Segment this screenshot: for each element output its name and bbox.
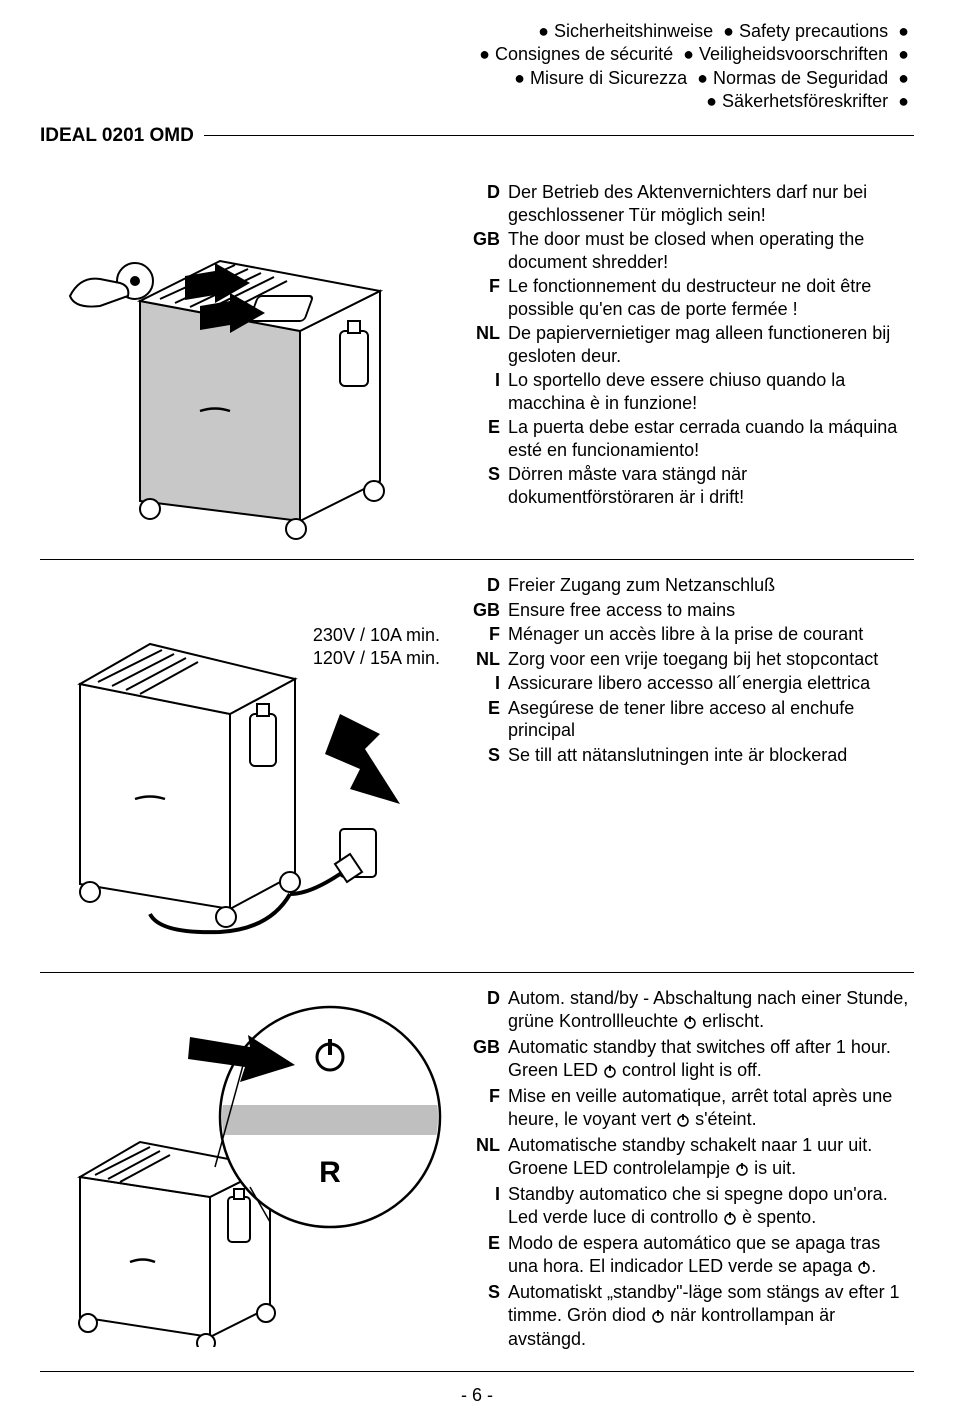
text-e-3: Modo de espera automático que se apaga t…	[508, 1232, 914, 1279]
code-d: D	[468, 181, 508, 204]
section-door-closed: DDer Betrieb des Aktenvernichters darf n…	[40, 167, 914, 560]
code-f: F	[468, 1085, 508, 1108]
text-e-1: La puerta debe estar cerrada cuando la m…	[508, 416, 914, 461]
text-nl-1: De papiervernietiger mag alleen function…	[508, 322, 914, 367]
code-e: E	[468, 1232, 508, 1255]
header-line-2: ●Consignes de sécurité ●Veiligheidsvoors…	[40, 43, 914, 66]
code-f: F	[468, 623, 508, 646]
hdr-es: Normas de Seguridad	[713, 68, 888, 88]
power-icon	[603, 1061, 617, 1084]
power-spec: 230V / 10A min. 120V / 15A min.	[313, 624, 440, 669]
header-line-4: ●Säkerhetsföreskrifter ●	[40, 90, 914, 113]
text-f-1: Le fonctionnement du destructeur ne doit…	[508, 275, 914, 320]
text-gb-1: The door must be closed when operating t…	[508, 228, 914, 273]
text-d-1: Der Betrieb des Aktenvernichters darf nu…	[508, 181, 914, 226]
code-e: E	[468, 416, 508, 439]
text-f-2: Ménager un accès libre à la prise de cou…	[508, 623, 914, 646]
svg-text:R: R	[319, 1156, 341, 1189]
code-d: D	[468, 574, 508, 597]
text-d-2: Freier Zugang zum Netzanschluß	[508, 574, 914, 597]
model-title-rule	[204, 135, 914, 136]
page-number: - 6 -	[40, 1384, 914, 1407]
text-d-3: Autom. stand/by - Abschaltung nach einer…	[508, 987, 914, 1034]
illustration-3: R	[40, 987, 450, 1347]
text-f-3: Mise en veille automatique, arrêt total …	[508, 1085, 914, 1132]
hdr-fr: Consignes de sécurité	[495, 44, 673, 64]
power-icon	[676, 1110, 690, 1133]
code-e: E	[468, 697, 508, 720]
lang-list-1: DDer Betrieb des Aktenvernichters darf n…	[468, 181, 914, 510]
lang-list-2: DFreier Zugang zum Netzanschluß GBEnsure…	[468, 574, 914, 768]
hdr-it: Misure di Sicurezza	[530, 68, 687, 88]
header-languages: ●Sicherheitshinweise ●Safety precautions…	[40, 20, 914, 114]
code-s: S	[468, 1281, 508, 1304]
text-i-2: Assicurare libero accesso all´energia el…	[508, 672, 914, 695]
code-i: I	[468, 672, 508, 695]
code-gb: GB	[468, 1036, 508, 1059]
code-s: S	[468, 744, 508, 767]
power-icon	[723, 1208, 737, 1231]
code-gb: GB	[468, 228, 508, 251]
code-f: F	[468, 275, 508, 298]
power-icon	[683, 1012, 697, 1035]
text-gb-2: Ensure free access to mains	[508, 599, 914, 622]
header-line-3: ●Misure di Sicurezza ●Normas de Segurida…	[40, 67, 914, 90]
code-i: I	[468, 369, 508, 392]
text-s-2: Se till att nätanslutningen inte är bloc…	[508, 744, 914, 767]
header-line-1: ●Sicherheitshinweise ●Safety precautions…	[40, 20, 914, 43]
code-nl: NL	[468, 322, 508, 345]
hdr-gb: Safety precautions	[739, 21, 888, 41]
section-mains-access: 230V / 10A min. 120V / 15A min. DFreier …	[40, 560, 914, 973]
code-nl: NL	[468, 1134, 508, 1157]
text-s-1: Dörren måste vara stängd när dokumentför…	[508, 463, 914, 508]
text-s-3: Automatiskt „standby"-läge som stängs av…	[508, 1281, 914, 1351]
text-i-3: Standby automatico che si spegne dopo un…	[508, 1183, 914, 1230]
code-i: I	[468, 1183, 508, 1206]
section-standby: R DAutom. stand/by - Abschaltung nach ei…	[40, 973, 914, 1372]
code-s: S	[468, 463, 508, 486]
text-i-1: Lo sportello deve essere chiuso quando l…	[508, 369, 914, 414]
spec-120v: 120V / 15A min.	[313, 647, 440, 670]
hdr-se: Säkerhetsföreskrifter	[722, 91, 888, 111]
text-nl-3: Automatische standby schakelt naar 1 uur…	[508, 1134, 914, 1181]
model-title-row: IDEAL 0201 OMD	[40, 124, 914, 148]
model-title: IDEAL 0201 OMD	[40, 124, 204, 148]
code-nl: NL	[468, 648, 508, 671]
code-d: D	[468, 987, 508, 1010]
power-icon	[735, 1159, 749, 1182]
code-gb: GB	[468, 599, 508, 622]
text-e-2: Asegúrese de tener libre acceso al enchu…	[508, 697, 914, 742]
text-gb-3: Automatic standby that switches off afte…	[508, 1036, 914, 1083]
power-icon	[651, 1306, 665, 1329]
illustration-1	[40, 181, 450, 541]
hdr-nl: Veiligheidsvoorschriften	[699, 44, 888, 64]
hdr-de: Sicherheitshinweise	[554, 21, 713, 41]
text-nl-2: Zorg voor een vrije toegang bij het stop…	[508, 648, 914, 671]
lang-list-3: DAutom. stand/by - Abschaltung nach eine…	[468, 987, 914, 1353]
illustration-2: 230V / 10A min. 120V / 15A min.	[40, 574, 450, 954]
spec-230v: 230V / 10A min.	[313, 624, 440, 647]
power-icon	[857, 1257, 871, 1280]
